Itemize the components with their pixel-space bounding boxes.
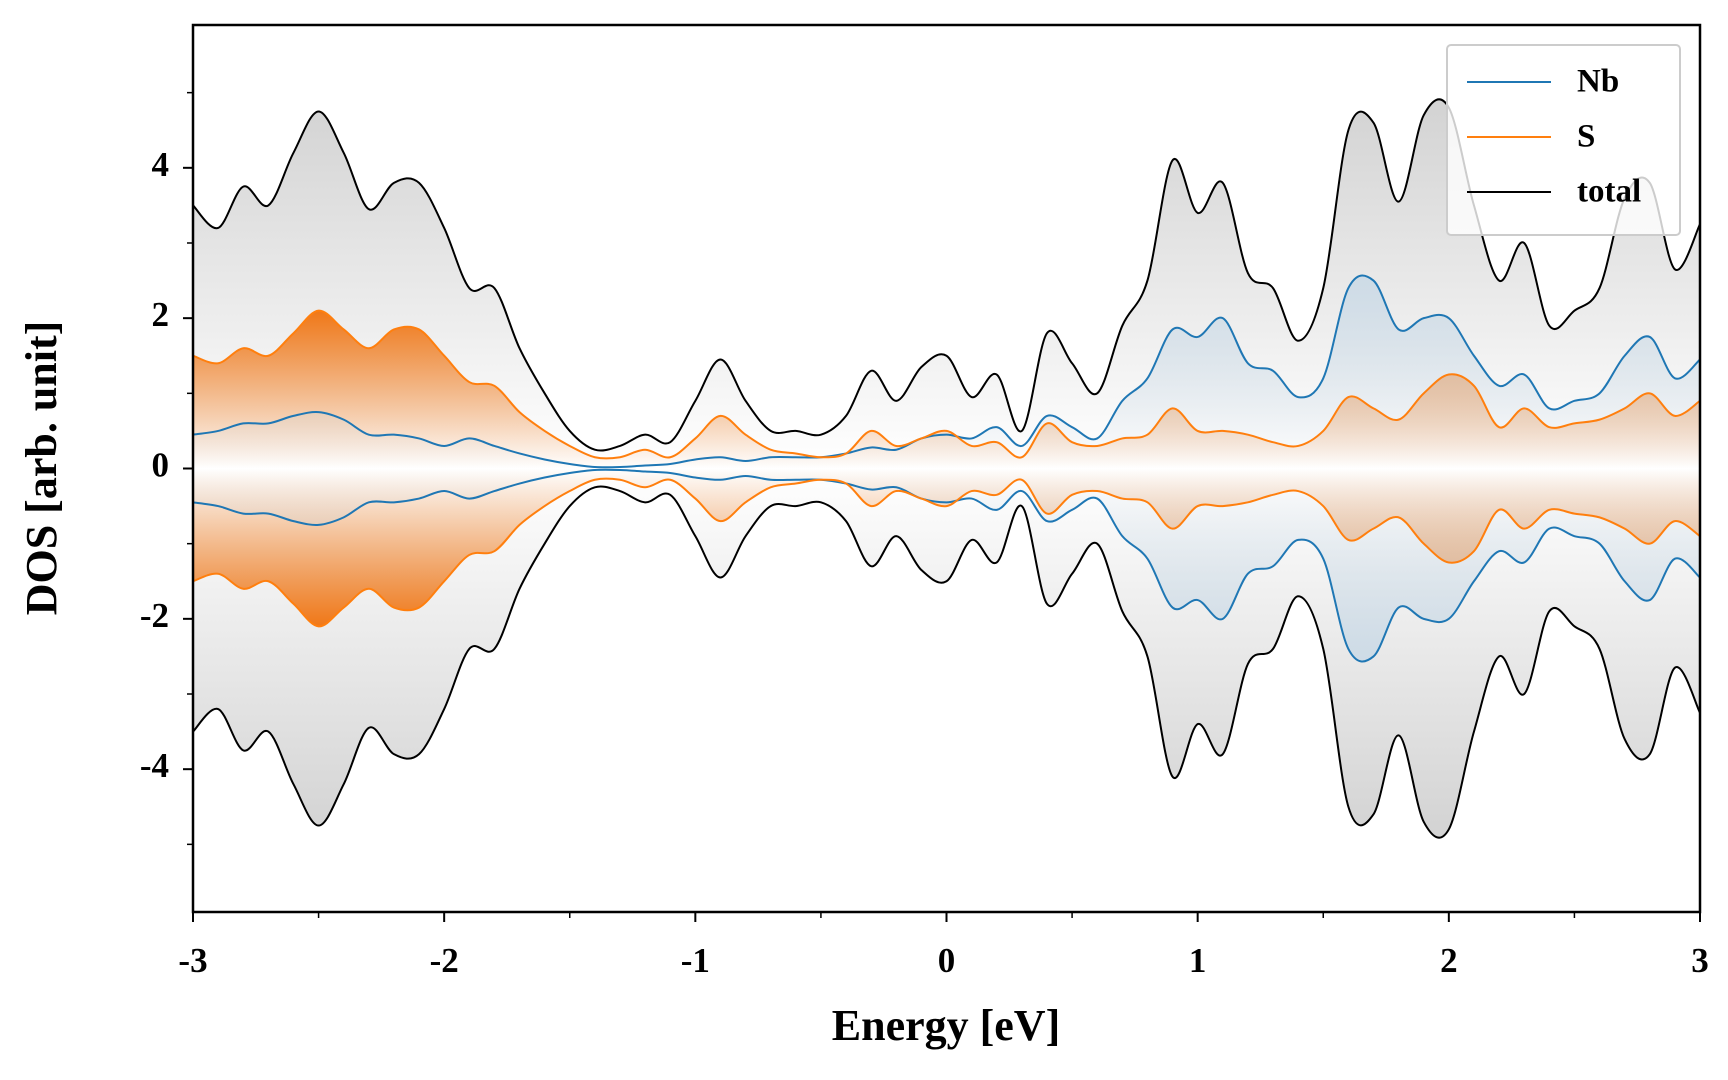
y-tick-label: 4: [152, 145, 170, 184]
series-line: [193, 468, 1700, 663]
x-tick-label: 0: [938, 941, 956, 980]
x-tick-label: 3: [1691, 941, 1709, 980]
series-line: [193, 485, 1700, 839]
legend-label: S: [1577, 119, 1595, 155]
x-tick-label: -2: [430, 941, 459, 980]
series-line: [193, 274, 1700, 469]
x-tick-label: -1: [681, 941, 710, 980]
area-fill: [193, 275, 1700, 662]
y-axis-title: DOS [arb. unit]: [17, 321, 66, 616]
legend-label: Nb: [1577, 64, 1619, 100]
series-line: [193, 309, 1700, 460]
x-axis-title: Energy [eV]: [832, 1001, 1061, 1050]
y-tick-label: 2: [152, 295, 170, 334]
y-tick-label: 0: [152, 446, 170, 485]
y-tick-label: -4: [140, 746, 169, 785]
x-tick-label: 2: [1440, 941, 1458, 980]
plot-area: [193, 98, 1700, 839]
legend-label: total: [1577, 174, 1641, 210]
y-tick-label: -2: [140, 596, 169, 635]
x-tick-label: 1: [1189, 941, 1207, 980]
x-tick-label: -3: [178, 941, 207, 980]
legend-box: [1446, 44, 1681, 236]
series-line: [193, 477, 1700, 628]
